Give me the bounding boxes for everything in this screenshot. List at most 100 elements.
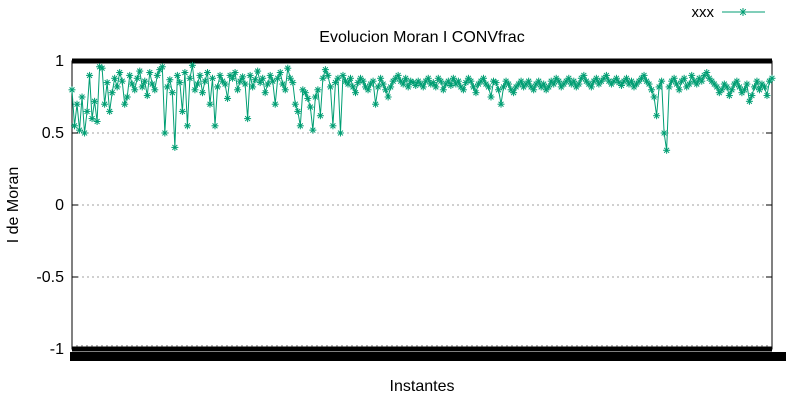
data-point <box>68 86 76 94</box>
data-point <box>688 71 696 79</box>
data-point <box>565 74 573 82</box>
data-point <box>203 69 211 77</box>
data-point <box>231 69 239 77</box>
data-point <box>168 89 176 97</box>
data-point <box>505 80 513 88</box>
data-point <box>643 77 651 85</box>
data-point <box>254 67 262 75</box>
data-point <box>206 100 214 108</box>
data-point <box>178 107 186 115</box>
data-point <box>663 146 671 154</box>
data-point <box>487 93 495 101</box>
data-point <box>432 83 440 91</box>
data-point <box>241 80 249 88</box>
data-point <box>698 77 706 85</box>
data-point <box>349 83 357 91</box>
y-tick-label: 1 <box>55 53 64 70</box>
data-point <box>264 80 272 88</box>
data-point <box>171 143 179 151</box>
data-point <box>750 83 758 91</box>
data-point <box>244 115 252 123</box>
data-point <box>550 80 558 88</box>
data-point <box>500 83 508 91</box>
data-point <box>743 80 751 88</box>
data-point <box>161 129 169 137</box>
data-point <box>658 77 666 85</box>
data-point <box>479 74 487 82</box>
data-point <box>73 100 81 108</box>
x-axis-label: Instantes <box>390 378 455 395</box>
data-point <box>648 86 656 94</box>
data-point <box>622 74 630 82</box>
data-point <box>685 80 693 88</box>
data-point <box>580 71 588 79</box>
data-point <box>101 100 109 108</box>
data-point <box>83 107 91 115</box>
data-point <box>728 86 736 94</box>
data-point <box>294 107 302 115</box>
data-point <box>173 71 181 79</box>
data-point <box>472 89 480 97</box>
data-point <box>239 73 247 81</box>
data-point <box>183 122 191 130</box>
data-point <box>88 115 96 123</box>
data-point <box>301 89 309 97</box>
gridlines <box>72 58 772 352</box>
data-point <box>437 77 445 85</box>
data-point <box>276 69 284 77</box>
data-point <box>354 79 362 87</box>
data-point <box>602 71 610 79</box>
data-point <box>612 74 620 82</box>
legend-star-marker <box>739 8 747 16</box>
data-point <box>703 69 711 77</box>
data-point <box>141 77 149 85</box>
data-point <box>424 74 432 82</box>
data-point <box>93 117 101 125</box>
series-layer <box>68 61 776 154</box>
data-point <box>517 77 525 85</box>
data-point <box>755 86 763 94</box>
data-point <box>148 80 156 88</box>
data-point <box>214 83 222 91</box>
data-point <box>723 83 731 91</box>
data-point <box>291 100 299 108</box>
data-point <box>76 126 84 134</box>
data-point <box>768 74 776 82</box>
data-point <box>339 71 347 79</box>
data-point <box>369 77 377 85</box>
data-point <box>673 80 681 88</box>
data-point <box>447 81 455 89</box>
data-point <box>98 64 106 72</box>
legend: xxx <box>692 4 765 21</box>
legend-label: xxx <box>692 4 715 21</box>
data-point <box>653 112 661 120</box>
data-point <box>497 100 505 108</box>
data-point <box>316 112 324 120</box>
data-point <box>372 100 380 108</box>
data-point <box>324 71 332 79</box>
data-point <box>221 80 229 88</box>
data-point <box>193 80 201 88</box>
data-point <box>454 77 462 85</box>
data-point <box>153 71 161 79</box>
data-point <box>123 93 131 101</box>
data-point <box>753 77 761 85</box>
data-point <box>555 77 563 85</box>
data-point <box>146 69 154 77</box>
data-point <box>575 80 583 88</box>
data-point <box>306 103 314 111</box>
data-point <box>279 80 287 88</box>
x-tick-label-band <box>70 352 786 361</box>
data-point <box>191 86 199 94</box>
data-point <box>530 86 538 94</box>
data-point <box>216 71 224 79</box>
data-point <box>296 122 304 130</box>
data-point <box>510 89 518 97</box>
y-tick-label: 0 <box>55 197 64 214</box>
data-point <box>387 83 395 91</box>
data-point <box>121 100 129 108</box>
data-point <box>484 83 492 91</box>
data-point <box>439 86 447 94</box>
data-point <box>106 107 114 115</box>
data-point <box>364 86 372 94</box>
